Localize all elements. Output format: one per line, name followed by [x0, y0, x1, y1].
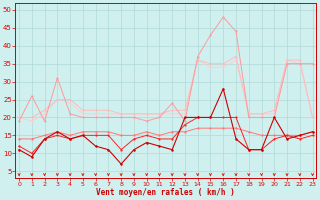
X-axis label: Vent moyen/en rafales ( km/h ): Vent moyen/en rafales ( km/h ) [96, 188, 235, 197]
